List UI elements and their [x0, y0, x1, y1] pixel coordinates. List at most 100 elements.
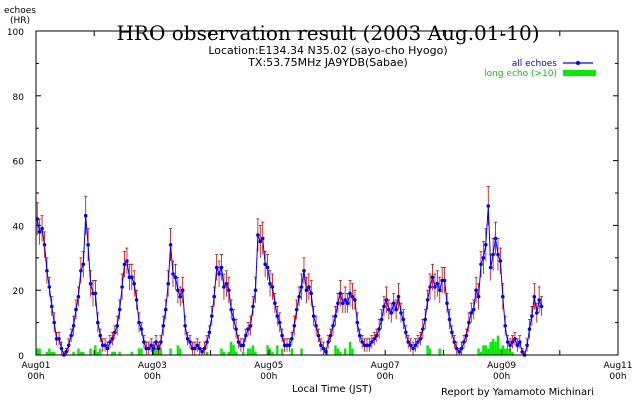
all-echoes-point [307, 285, 311, 289]
legend-label-long-echo: long echo (>10) [484, 69, 557, 79]
long-echo-bar [77, 348, 80, 355]
all-echoes-point [433, 285, 437, 289]
error-bars [35, 186, 544, 355]
all-echoes-point [438, 288, 442, 293]
all-echoes-point [212, 294, 216, 299]
all-echoes-point [50, 304, 54, 309]
legend: all echoes long echo (>10) [484, 59, 596, 79]
all-echoes-point [348, 291, 352, 296]
all-echoes-point [496, 252, 500, 257]
y-axis-label-line2: (HR) [10, 16, 30, 26]
long-echo-bar [506, 348, 509, 355]
all-echoes-point [275, 314, 280, 318]
x-tick-label-hour: 00h [27, 372, 44, 382]
all-echoes-point [527, 327, 532, 331]
all-echoes-point [530, 314, 534, 318]
all-echoes-point [263, 262, 268, 267]
chart-subtitle-transmitter: TX:53.75MHz JA9YDB(Sabae) [247, 56, 408, 69]
all-echoes-point [193, 346, 197, 351]
all-echoes-point [214, 265, 219, 270]
all-echoes-point [161, 324, 166, 328]
all-echoes-point [360, 340, 365, 344]
all-echoes-point [200, 350, 204, 354]
all-echoes-point [292, 324, 297, 328]
long-echo-bar [45, 351, 49, 355]
all-echoes-point [168, 243, 173, 247]
long-echo-bar [271, 351, 274, 355]
all-echoes-point [423, 317, 428, 322]
all-echoes-point [219, 265, 224, 270]
all-echoes-point [178, 294, 183, 299]
all-echoes-point [345, 301, 350, 306]
long-echo-bar [79, 351, 83, 355]
all-echoes-point [115, 324, 119, 328]
all-echoes-point [205, 340, 209, 344]
all-echoes-point [222, 285, 226, 289]
all-echoes-point [493, 236, 498, 241]
all-echoes-point [185, 337, 190, 341]
long-echo-bar [501, 345, 505, 355]
all-echoes-point [481, 255, 486, 260]
all-echoes-point [57, 337, 61, 341]
x-tick-label-hour: 00h [377, 372, 394, 382]
all-echoes-point [503, 324, 508, 328]
all-echoes-point [47, 285, 52, 289]
all-echoes-point [476, 294, 481, 299]
credit-text: Report by Yamamoto Michinari [441, 387, 594, 398]
x-axis-ticks: Aug0100hAug0300hAug0500hAug0700hAug0900h… [21, 31, 633, 382]
long-echo-bar [249, 348, 252, 355]
all-echoes-point [110, 337, 115, 341]
all-echoes-point [416, 340, 420, 344]
all-echoes-point [234, 327, 238, 331]
all-echoes-point [96, 320, 100, 325]
all-echoes-point [442, 278, 447, 283]
long-echo-bar [251, 345, 255, 355]
long-echo-bar [494, 342, 497, 355]
all-echoes-point [74, 307, 78, 312]
all-echoes-point [197, 346, 202, 351]
all-echoes-point [404, 330, 408, 335]
long-echo-bar [477, 348, 480, 355]
all-echoes-point [389, 311, 394, 315]
all-echoes-point [326, 340, 331, 344]
all-echoes-point [413, 343, 418, 348]
all-echoes-point [539, 304, 544, 309]
x-tick-label-hour: 00h [144, 372, 161, 382]
all-echoes-point [231, 317, 236, 322]
all-echoes-point [411, 346, 415, 351]
all-echoes-point [321, 346, 326, 351]
all-echoes-point [224, 281, 229, 286]
x-tick-label-hour: 00h [260, 372, 277, 382]
all-echoes-point [117, 307, 122, 312]
long-echo-bar [496, 335, 500, 355]
all-echoes-point [171, 272, 175, 276]
all-echoes-point [241, 343, 246, 348]
all-echoes-point [479, 262, 483, 267]
all-echoes-point [447, 317, 452, 322]
all-echoes-point [372, 337, 377, 341]
all-echoes-point [159, 340, 163, 344]
long-echo-bar [438, 348, 441, 355]
all-echoes-point [210, 314, 214, 318]
all-echoes-point [256, 233, 260, 237]
all-echoes-point [98, 333, 103, 338]
all-echoes-point [532, 294, 537, 299]
all-echoes-point [93, 291, 98, 296]
all-echoes-point [428, 285, 432, 289]
all-echoes-point [59, 346, 64, 351]
all-echoes-point [183, 324, 187, 328]
all-echoes-point [302, 269, 306, 273]
all-echoes-point [457, 350, 462, 354]
long-echo-bar [479, 351, 483, 355]
all-echoes-point [37, 230, 42, 234]
all-echoes-point [149, 343, 153, 348]
all-echoes-point [384, 298, 389, 302]
all-echoes-point [357, 333, 362, 338]
all-echoes-point [491, 252, 495, 257]
all-echoes-point [535, 311, 539, 315]
long-echo-bar [220, 348, 223, 355]
all-echoes-point [207, 330, 212, 335]
long-echo-bar [489, 342, 492, 355]
long-echo-bar [50, 351, 53, 355]
all-echoes-point [513, 337, 517, 341]
